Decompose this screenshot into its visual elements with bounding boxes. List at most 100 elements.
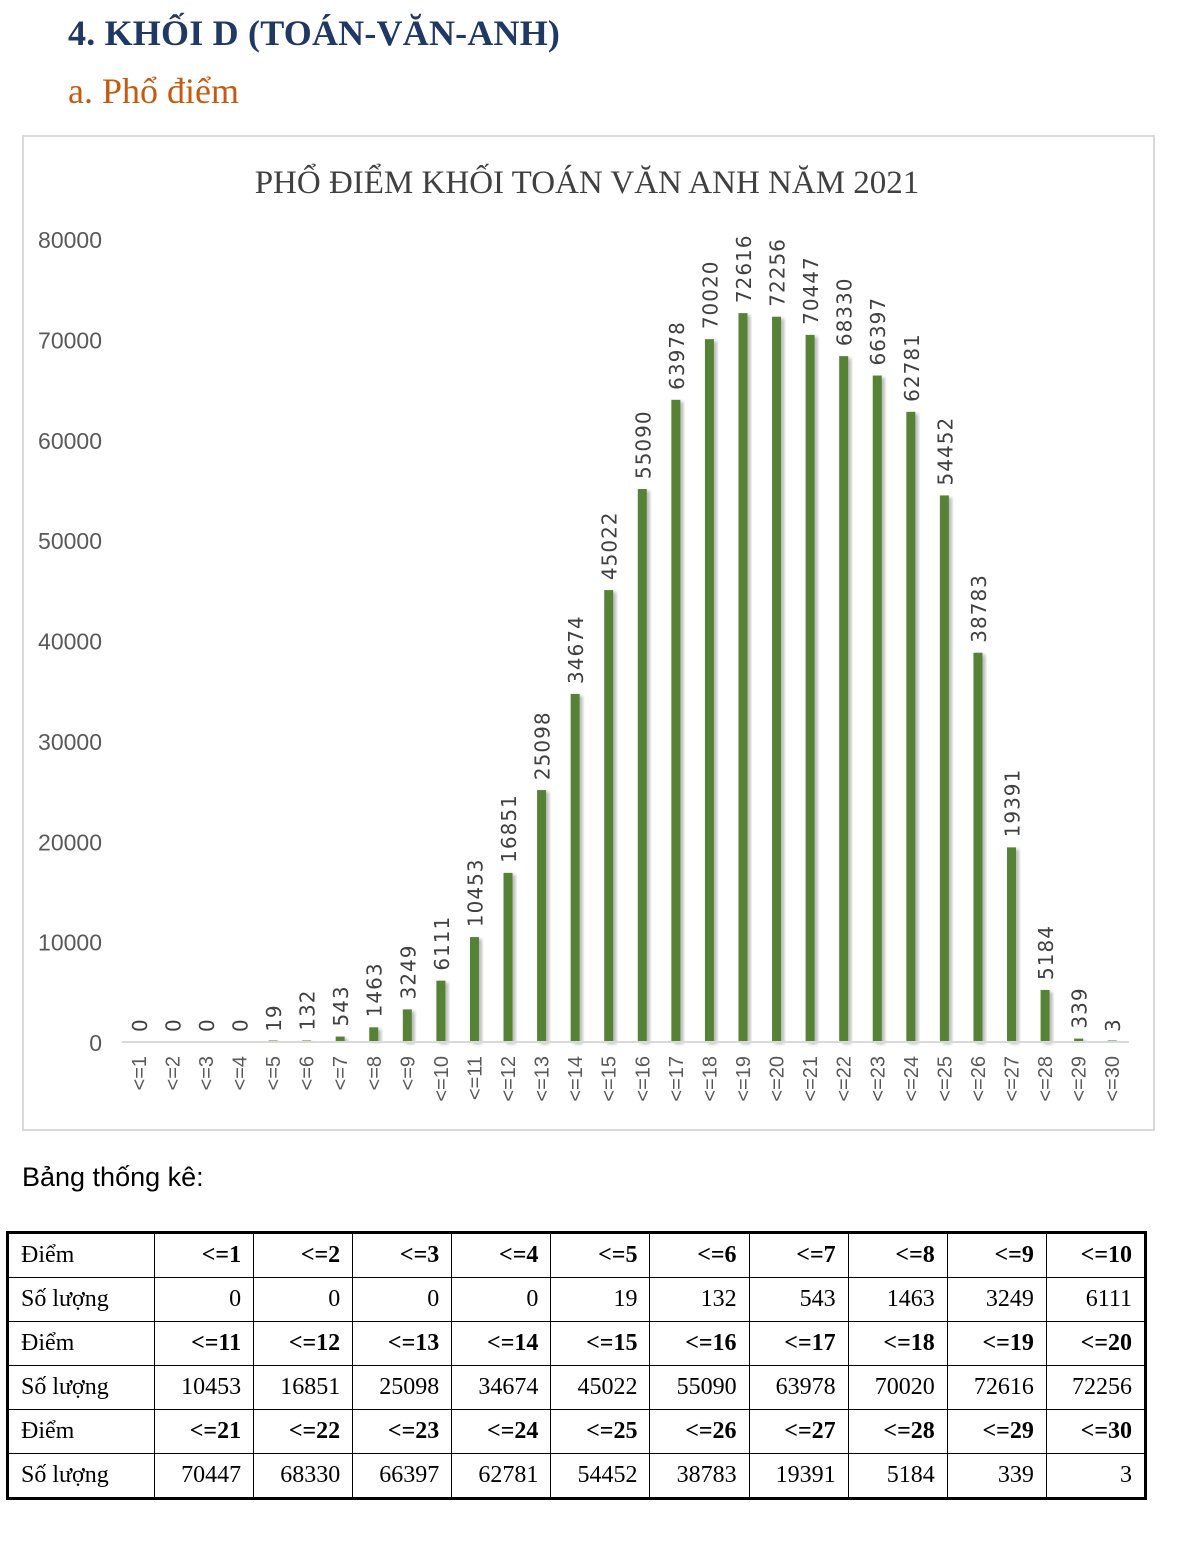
- count-cell: 72616: [946, 1365, 1047, 1410]
- count-cell: 66397: [352, 1453, 453, 1499]
- score-cell: <=25: [550, 1409, 651, 1454]
- data-label: 25098: [531, 711, 555, 780]
- data-label: 34674: [564, 615, 588, 684]
- count-cell: 25098: [352, 1365, 453, 1410]
- bar: [1040, 989, 1050, 1042]
- x-tick-label: <=28: [1035, 1056, 1057, 1102]
- y-tick-label: 60000: [38, 428, 102, 454]
- count-cell: 45022: [550, 1365, 651, 1410]
- count-row-header: Số lượng: [7, 1277, 155, 1322]
- bar-series: [268, 313, 1117, 1043]
- x-tick-label: <=22: [834, 1056, 856, 1102]
- count-row-header: Số lượng: [7, 1453, 155, 1499]
- data-label: 0: [228, 1018, 252, 1032]
- x-tick-label: <=6: [297, 1056, 319, 1090]
- bar: [772, 316, 782, 1042]
- score-cell: <=22: [253, 1409, 354, 1454]
- bar: [906, 411, 916, 1043]
- bar: [604, 590, 614, 1042]
- count-cell: 55090: [649, 1365, 750, 1410]
- data-labels: 0 0 0 0 19 132 543 1463 324961111045316851250983…: [128, 234, 1125, 1032]
- x-axis: <=1 <=2 <=3 <=4 <=5 <=6 <=7 <=8 <=9 <=10 <=11 <=12 <…: [122, 1041, 1129, 1102]
- score-row: Điểm <=21 <=22 <=23 <=24 <=25 <=26 <=27 <=28 <=29…: [7, 1409, 1147, 1454]
- y-tick-label: 30000: [38, 729, 102, 755]
- bar: [973, 652, 983, 1042]
- count-cell: 0: [352, 1277, 453, 1322]
- bar: [1007, 847, 1017, 1042]
- y-axis: 0 10000 20000 30000 40000 50000 60000 70000 8000…: [38, 227, 102, 1056]
- bar: [637, 489, 647, 1042]
- x-tick-label: <=3: [196, 1056, 218, 1090]
- score-cell: <=18: [847, 1321, 948, 1366]
- y-tick-label: 50000: [38, 528, 102, 554]
- score-cell: <=1: [153, 1232, 255, 1278]
- x-tick-label: <=14: [565, 1056, 587, 1102]
- data-label: 54452: [933, 417, 957, 486]
- score-cell: <=30: [1045, 1409, 1147, 1454]
- count-cell: 1463: [847, 1277, 948, 1322]
- count-cell: 0: [451, 1277, 552, 1322]
- count-cell: 72256: [1045, 1365, 1147, 1410]
- data-label: 543: [329, 985, 353, 1026]
- bar-chart: PHỔ ĐIỂM KHỐI TOÁN VĂN ANH NĂM 2021 0 100…: [38, 162, 1129, 1102]
- data-label: 132: [296, 989, 320, 1030]
- count-row: Số lượng 0 0 0 0 19 132 543 1463 3249 6111: [7, 1277, 1147, 1322]
- x-tick-label: <=25: [934, 1056, 956, 1102]
- x-tick-label: <=7: [330, 1056, 352, 1090]
- count-cell: 54452: [550, 1453, 651, 1499]
- x-tick-label: <=10: [431, 1056, 453, 1102]
- x-tick-label: <=11: [464, 1056, 486, 1100]
- bar: [436, 980, 446, 1042]
- data-label: 45022: [598, 511, 622, 580]
- count-cell: 62781: [451, 1453, 552, 1499]
- count-row: Số lượng 10453 16851 25098 34674 45022 55090 63…: [7, 1365, 1147, 1410]
- x-tick-label: <=18: [699, 1056, 721, 1102]
- count-cell: 3249: [946, 1277, 1047, 1322]
- data-label: 6111: [430, 916, 454, 971]
- bar: [671, 399, 681, 1043]
- data-label: 1463: [363, 962, 387, 1017]
- data-label: 19391: [1001, 769, 1025, 838]
- bar: [469, 937, 479, 1042]
- score-cell: <=27: [748, 1409, 849, 1454]
- bar: [939, 495, 949, 1042]
- data-label: 0: [128, 1018, 152, 1032]
- stats-table: Điểm <=1 <=2 <=3 <=4 <=5 <=6 <=7 <=8 <=9 <=10 Số lư…: [6, 1231, 1147, 1500]
- count-row-header: Số lượng: [7, 1365, 155, 1410]
- count-cell: 3: [1045, 1453, 1147, 1499]
- chart-title: PHỔ ĐIỂM KHỐI TOÁN VĂN ANH NĂM 2021: [255, 162, 920, 201]
- x-tick-label: <=27: [1002, 1056, 1024, 1102]
- x-tick-label: <=21: [800, 1056, 822, 1102]
- x-tick-label: <=12: [498, 1056, 520, 1102]
- count-cell: 6111: [1045, 1277, 1147, 1322]
- count-cell: 63978: [748, 1365, 849, 1410]
- x-tick-label: <=16: [632, 1056, 654, 1102]
- x-tick-label: <=24: [901, 1056, 923, 1102]
- score-cell: <=24: [451, 1409, 552, 1454]
- score-cell: <=11: [153, 1321, 255, 1366]
- data-label: 70447: [799, 256, 823, 325]
- data-label: 19: [262, 1004, 286, 1031]
- bar: [402, 1009, 412, 1042]
- score-cell: <=23: [352, 1409, 453, 1454]
- data-label: 339: [1068, 987, 1092, 1028]
- x-tick-label: <=9: [397, 1056, 419, 1090]
- y-tick-label: 10000: [38, 930, 102, 956]
- data-label: 3249: [396, 944, 420, 999]
- data-label: 0: [161, 1018, 185, 1032]
- score-cell: <=17: [748, 1321, 849, 1366]
- data-label: 5184: [1034, 925, 1058, 980]
- bar: [570, 693, 580, 1042]
- x-tick-label: <=1: [129, 1056, 151, 1090]
- x-tick-label: <=8: [364, 1056, 386, 1090]
- score-cell: <=10: [1045, 1232, 1147, 1278]
- y-tick-label: 40000: [38, 629, 102, 655]
- bar: [704, 339, 714, 1042]
- data-label: 62781: [900, 333, 924, 402]
- score-cell: <=14: [451, 1321, 552, 1366]
- score-row-header: Điểm: [7, 1232, 155, 1278]
- score-cell: <=12: [253, 1321, 354, 1366]
- score-cell: <=21: [153, 1409, 255, 1454]
- count-cell: 70020: [847, 1365, 948, 1410]
- x-tick-label: <=15: [599, 1056, 621, 1102]
